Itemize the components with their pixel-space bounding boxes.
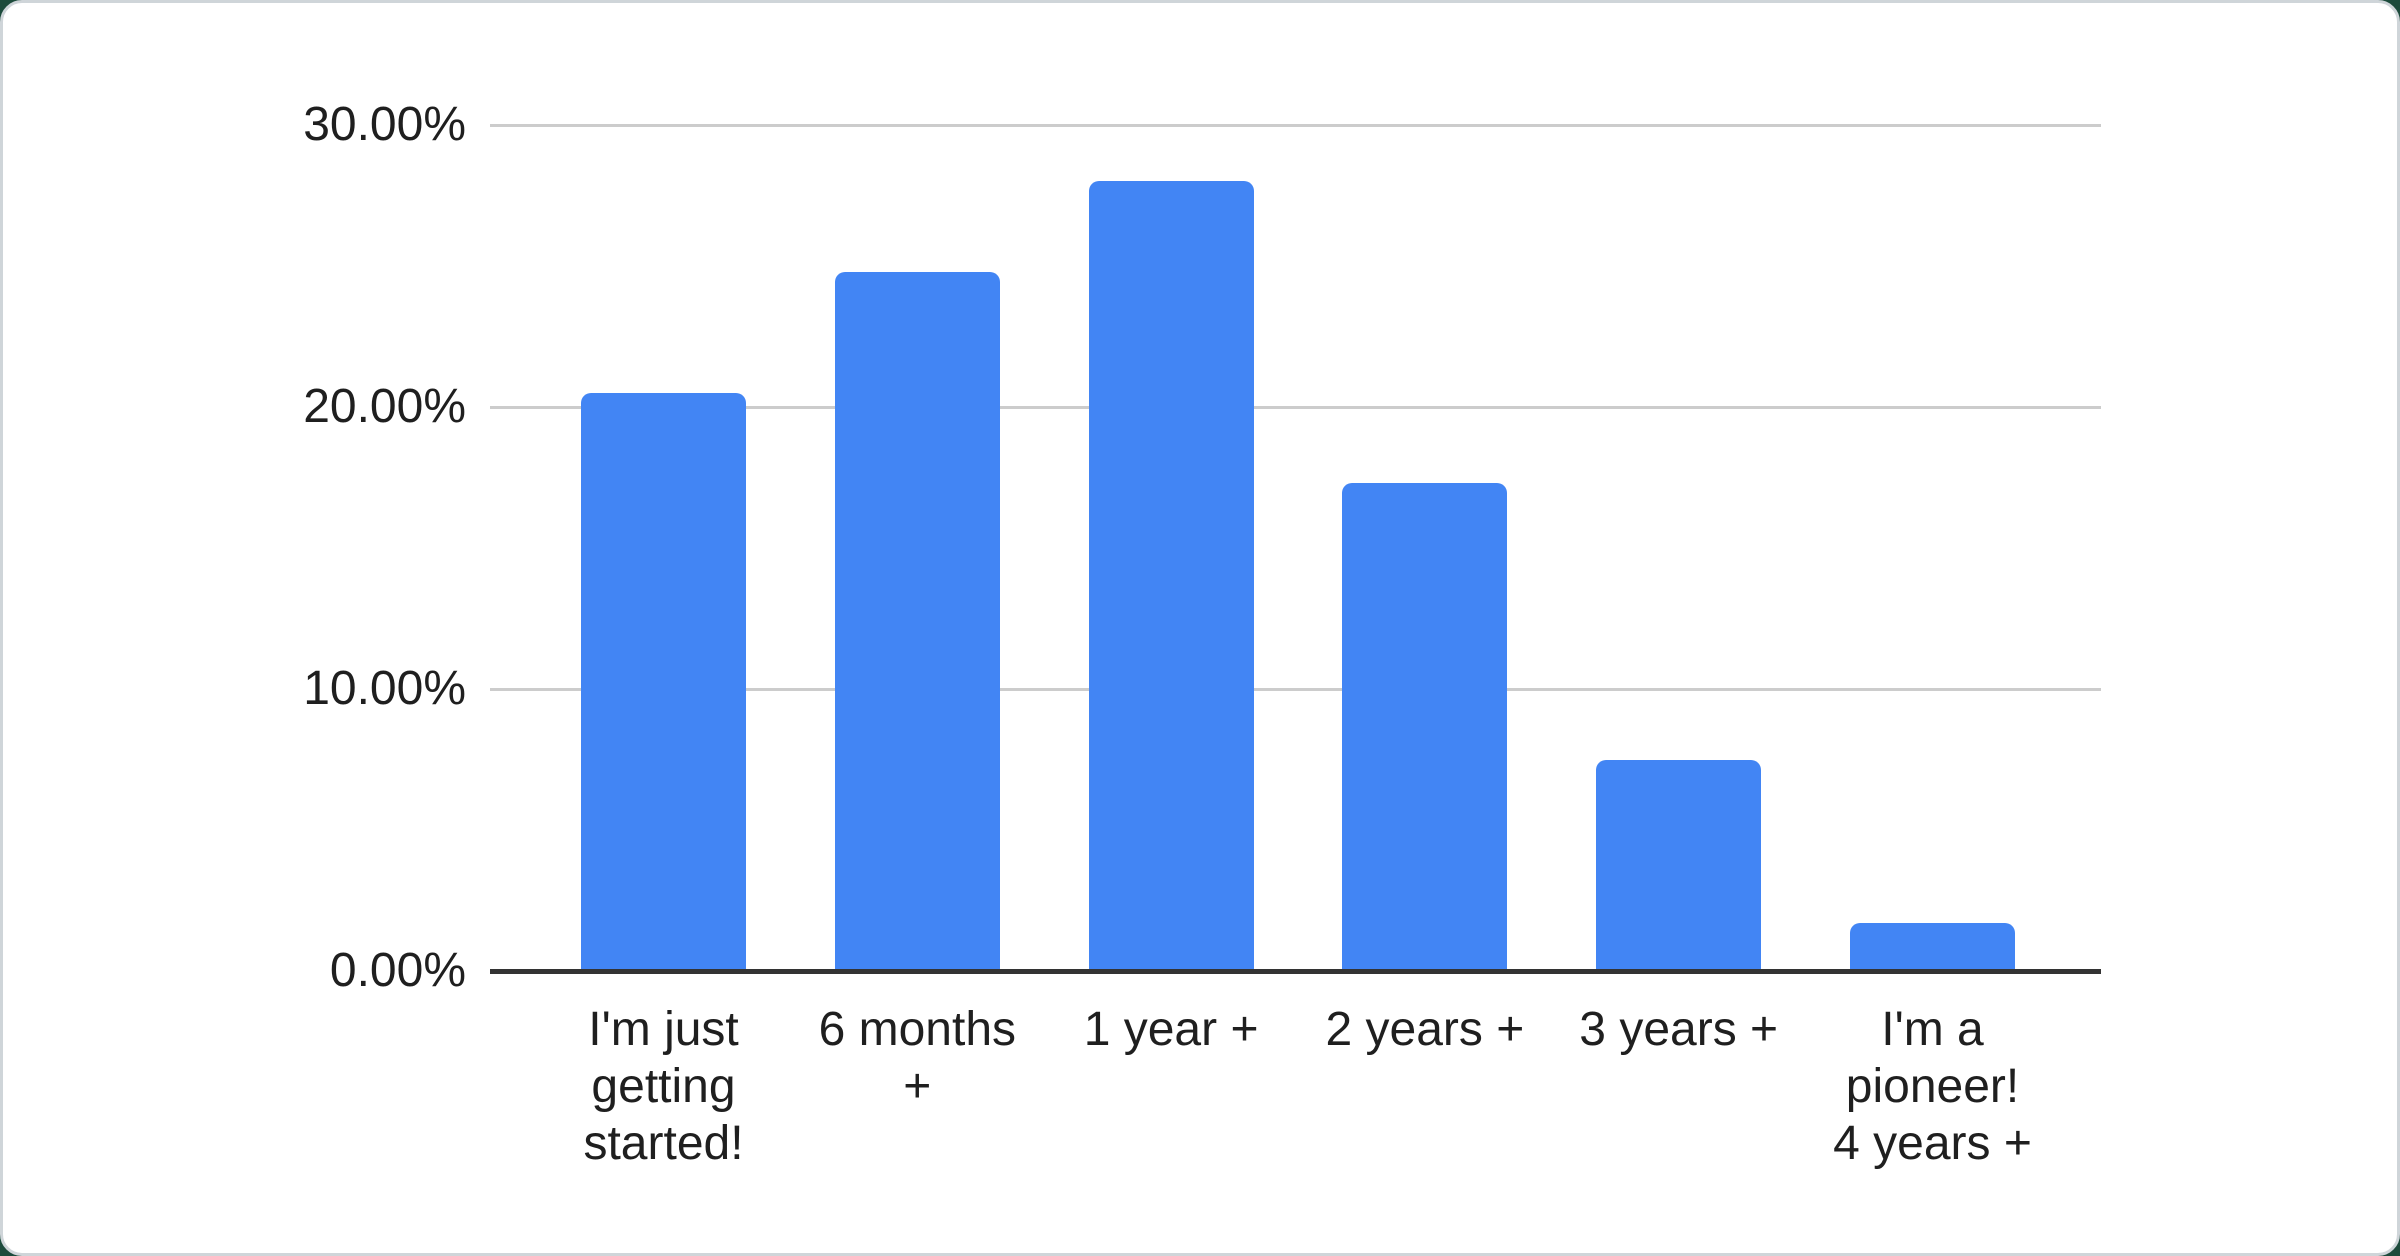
x-category-label: I'm a pioneer! 4 years + — [1833, 1003, 2032, 1170]
bar[interactable] — [1088, 181, 1254, 971]
y-tick-label: 20.00% — [303, 380, 466, 433]
y-tick-label: 30.00% — [303, 98, 466, 151]
bar[interactable] — [1850, 923, 2015, 971]
gridline — [490, 687, 2101, 691]
bar[interactable] — [834, 271, 1000, 971]
y-tick-label: 10.00% — [303, 662, 466, 715]
x-category-label: 2 years + — [1325, 1003, 1525, 1056]
x-category-label: I'm just getting started! — [583, 1003, 744, 1170]
x-category-label: 1 year + — [1083, 1003, 1259, 1056]
x-category-label: 6 months + — [818, 1003, 1017, 1113]
x-category-label: 3 years + — [1579, 1003, 1779, 1056]
x-axis-baseline — [490, 969, 2101, 974]
bar[interactable] — [1342, 483, 1508, 971]
y-tick-label: 0.00% — [329, 944, 466, 997]
gridline — [490, 405, 2101, 409]
bar[interactable] — [1596, 759, 1762, 971]
bar[interactable] — [581, 392, 746, 971]
gridline — [490, 123, 2101, 127]
bar-chart: 0.00% 10.00% 20.00% 30.00% I'm just getting… — [3, 3, 2397, 1253]
